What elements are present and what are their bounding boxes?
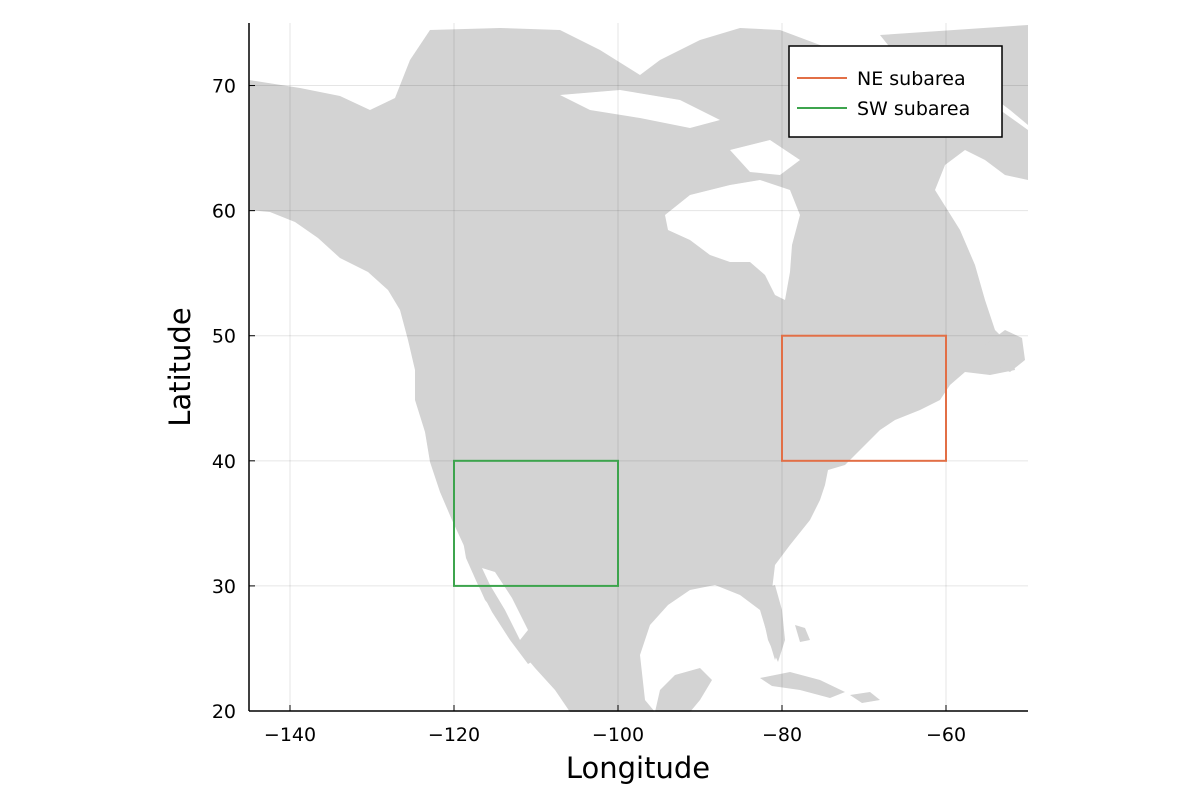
y-axis-title: Latitude [163, 307, 197, 426]
series-layer [453, 334, 947, 587]
legend-box [788, 45, 1003, 138]
sw-subarea-rect [453, 459, 619, 587]
x-tick-label: −120 [428, 724, 480, 746]
florida [760, 585, 785, 662]
y-tick-label: 50 [212, 326, 236, 348]
x-tick-label: −140 [264, 724, 316, 746]
cuba [760, 672, 845, 698]
arctic-channel [730, 140, 800, 175]
x-tick-label: −60 [926, 724, 966, 746]
legend-label: NE subarea [857, 68, 966, 90]
y-tick-label: 70 [212, 76, 236, 98]
y-tick-label: 30 [212, 576, 236, 598]
x-tick-label: −80 [762, 724, 802, 746]
y-tick-label: 40 [212, 451, 236, 473]
arctic-channel [560, 90, 720, 128]
yucatan [655, 668, 712, 712]
legend-label: SW subarea [857, 98, 970, 120]
y-tick-label: 60 [212, 201, 236, 223]
bahamas [795, 625, 810, 642]
hudson-bay [665, 180, 800, 300]
newfoundland [985, 330, 1025, 372]
legend: NE subarea SW subarea [788, 45, 1003, 138]
y-ticks: 20 30 40 50 60 70 [212, 76, 255, 723]
north-america-land [249, 28, 1028, 712]
x-tick-label: −100 [592, 724, 644, 746]
y-tick-label: 20 [212, 701, 236, 723]
ne-subarea-rect [781, 334, 947, 462]
x-ticks: −140 −120 −100 −80 −60 [264, 705, 966, 746]
caribbean-islands [850, 692, 880, 703]
x-axis-title: Longitude [566, 751, 710, 785]
baja-california [462, 535, 535, 664]
